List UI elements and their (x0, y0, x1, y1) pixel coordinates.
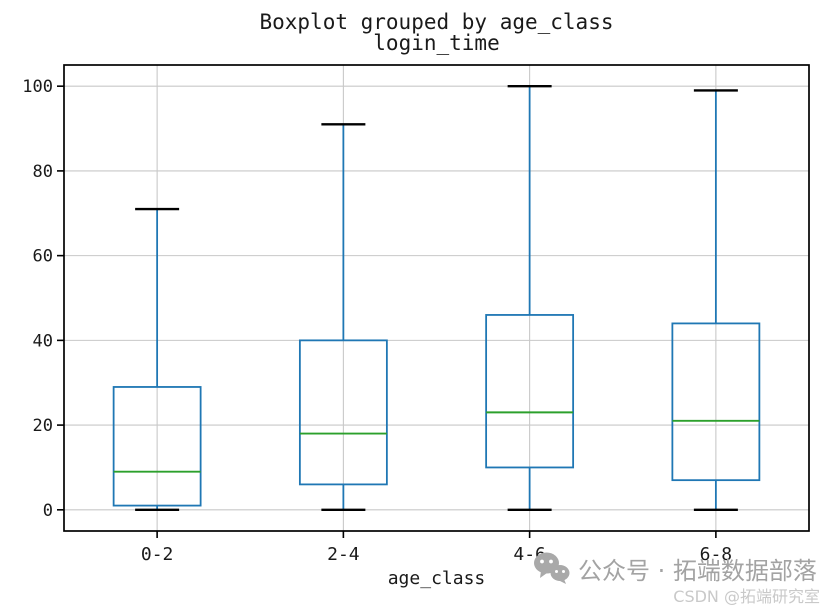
box (112, 386, 202, 507)
box (485, 314, 575, 469)
y-tick-label: 20 (33, 416, 53, 436)
chart-title: Boxplot grouped by age_class (259, 10, 614, 34)
box (671, 322, 761, 482)
x-tick-label: 4-6 (513, 544, 546, 565)
y-tick-label: 80 (33, 162, 53, 182)
chart-subtitle: login_time (373, 31, 500, 55)
x-tick-label: 0-2 (141, 544, 174, 565)
y-tick-label: 100 (22, 77, 53, 97)
x-tick-label: 2-4 (327, 544, 360, 565)
x-axis-label: age_class (387, 568, 486, 589)
y-tick-label: 60 (33, 247, 53, 267)
x-tick-label: 6-8 (700, 544, 733, 565)
box (298, 339, 388, 486)
y-tick-label: 0 (43, 501, 53, 521)
y-tick-label: 40 (33, 331, 53, 351)
plot-frame (63, 64, 810, 532)
